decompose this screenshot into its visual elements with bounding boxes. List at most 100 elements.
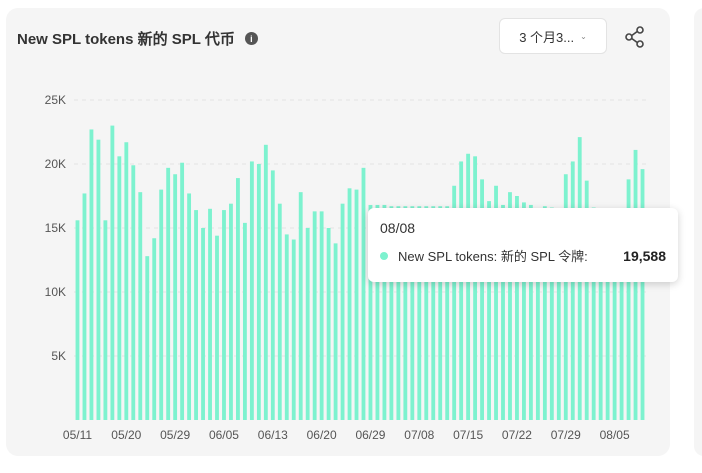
chart-title: New SPL tokens 新的 SPL 代币 i [17, 28, 258, 49]
bar[interactable] [563, 174, 568, 420]
bar[interactable] [270, 170, 275, 420]
bar[interactable] [494, 185, 498, 420]
bar[interactable] [138, 192, 143, 420]
bar[interactable] [215, 235, 219, 420]
bar[interactable] [501, 204, 505, 420]
bar[interactable] [445, 206, 450, 420]
bar[interactable] [515, 196, 519, 420]
bar[interactable] [528, 204, 533, 420]
bar[interactable] [473, 156, 478, 420]
x-tick-label: 07/08 [404, 428, 434, 442]
bar[interactable] [277, 203, 282, 420]
bar[interactable] [187, 193, 192, 420]
bar[interactable] [466, 153, 471, 420]
y-tick-label: 25K [45, 93, 66, 107]
bar[interactable] [201, 228, 205, 420]
bar[interactable] [117, 156, 122, 420]
bar[interactable] [124, 142, 129, 421]
bar[interactable] [375, 204, 380, 420]
bar[interactable] [326, 228, 331, 420]
bar[interactable] [263, 144, 268, 421]
tooltip-row: New SPL tokens: 新的 SPL 令牌: 19,588 [380, 246, 666, 265]
bar[interactable] [180, 162, 185, 420]
bar[interactable] [570, 161, 575, 420]
bar[interactable] [480, 179, 484, 420]
bar[interactable] [410, 206, 415, 420]
bar[interactable] [417, 206, 422, 420]
y-tick-label: 20K [45, 157, 66, 171]
bar[interactable] [354, 189, 359, 420]
chart-tooltip: 08/08 New SPL tokens: 新的 SPL 令牌: 19,588 [368, 208, 678, 282]
bar[interactable] [619, 212, 624, 420]
bar[interactable] [598, 215, 603, 420]
y-tick-label: 10K [45, 285, 66, 299]
bar[interactable] [508, 192, 512, 420]
tooltip-date: 08/08 [380, 220, 416, 236]
bar[interactable] [347, 188, 352, 420]
bar[interactable] [222, 210, 226, 420]
bar[interactable] [535, 210, 540, 420]
bar[interactable] [459, 161, 464, 420]
bar[interactable] [194, 210, 198, 420]
bar[interactable] [591, 207, 596, 420]
bar[interactable] [403, 206, 408, 420]
bar[interactable] [159, 189, 164, 420]
bar[interactable] [396, 206, 401, 420]
bar[interactable] [319, 211, 324, 420]
bar[interactable] [229, 203, 233, 420]
bar[interactable] [312, 211, 317, 420]
bar[interactable] [173, 174, 178, 420]
share-icon [625, 26, 644, 48]
bar[interactable] [256, 164, 261, 420]
bar[interactable] [612, 210, 617, 420]
x-tick-label: 06/13 [258, 428, 288, 442]
tooltip-series-label: New SPL tokens: 新的 SPL 令牌: [398, 249, 588, 264]
bar[interactable] [368, 204, 373, 420]
info-icon[interactable]: i [244, 32, 258, 45]
bar[interactable] [452, 185, 457, 420]
bar[interactable] [305, 228, 310, 420]
bar[interactable] [82, 193, 87, 420]
bar[interactable] [333, 243, 338, 420]
bar[interactable] [96, 139, 101, 420]
bar[interactable] [75, 220, 80, 420]
bar[interactable] [298, 192, 303, 420]
bar[interactable] [291, 239, 296, 420]
bar[interactable] [145, 256, 150, 420]
bar[interactable] [424, 206, 429, 420]
bar[interactable] [522, 202, 526, 420]
bar[interactable] [103, 220, 108, 420]
bar[interactable] [131, 165, 136, 420]
bar[interactable] [584, 180, 589, 420]
bar[interactable] [640, 169, 645, 420]
bar[interactable] [242, 222, 247, 420]
bar[interactable] [487, 201, 491, 420]
bar[interactable] [633, 149, 638, 421]
bar[interactable] [626, 179, 631, 420]
time-range-select[interactable]: 3 个月3... ⌄ [499, 18, 607, 54]
chevron-down-icon: ⌄ [580, 31, 587, 41]
bar[interactable] [340, 203, 345, 420]
x-tick-label: 06/05 [209, 428, 239, 442]
bar[interactable] [389, 206, 394, 420]
y-tick-label: 15K [45, 221, 66, 235]
bar[interactable] [382, 204, 387, 420]
bar[interactable] [236, 178, 240, 420]
bar[interactable] [89, 129, 94, 420]
bar[interactable] [605, 211, 610, 420]
bar[interactable] [361, 167, 366, 420]
bar[interactable] [556, 211, 561, 420]
bar[interactable] [438, 206, 443, 420]
bar[interactable] [110, 125, 115, 420]
bar[interactable] [152, 238, 157, 420]
bar[interactable] [549, 207, 554, 420]
bar[interactable] [284, 234, 289, 420]
share-button[interactable] [623, 25, 647, 49]
bar[interactable] [431, 206, 436, 420]
bar[interactable] [208, 208, 212, 420]
bar[interactable] [249, 161, 254, 420]
bar[interactable] [542, 206, 547, 420]
x-tick-label: 05/11 [63, 428, 92, 442]
y-tick-label: 5K [51, 349, 66, 363]
bar[interactable] [166, 167, 171, 420]
